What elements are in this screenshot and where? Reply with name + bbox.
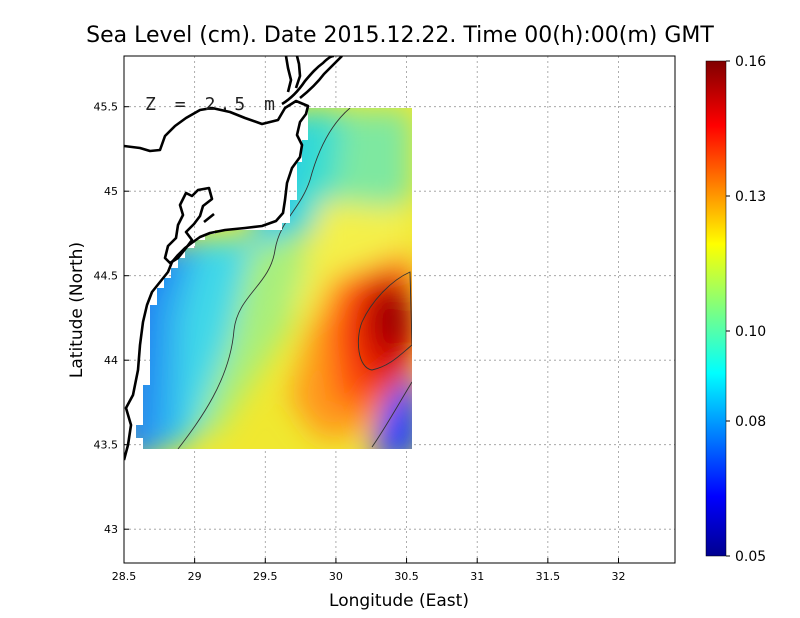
x-tick-label: 29: [188, 570, 202, 583]
y-tick-label: 43.5: [94, 439, 119, 452]
colorbar: [705, 60, 727, 557]
coastline: [124, 56, 343, 461]
x-tick-label: 28.5: [112, 570, 137, 583]
y-tick-label: 45: [104, 185, 118, 198]
colorbar-tick-label: 0.10: [735, 324, 766, 340]
y-tick-label: 45.5: [94, 101, 119, 114]
chart-title: Sea Level (cm). Date 2015.12.22. Time 00…: [86, 23, 714, 48]
x-tick-label: 30.5: [394, 570, 419, 583]
x-tick-label: 31.5: [536, 570, 561, 583]
y-tick-label: 44.5: [94, 270, 119, 283]
x-tick-label: 30: [329, 570, 343, 583]
plot-border: [123, 55, 676, 564]
colorbar-tick-label: 0.05: [735, 549, 766, 565]
y-tick-label: 43: [104, 523, 118, 536]
depth-annotation: Z = 2.5 m: [145, 94, 275, 115]
colorbar-tick-label: 0.08: [735, 414, 766, 430]
colorbar-tick-label: 0.16: [735, 54, 766, 70]
y-axis-label: Latitude (North): [67, 242, 87, 378]
y-tick-label: 44: [104, 354, 118, 367]
y-axis-ticks: 43 43.5 44 44.5 45 45.5: [94, 101, 129, 536]
x-tick-label: 31: [470, 570, 484, 583]
x-axis-label: Longitude (East): [329, 591, 469, 611]
colorbar-tick-label: 0.13: [735, 189, 766, 205]
x-tick-label: 32: [611, 570, 625, 583]
x-axis-ticks: 28.5 29 29.5 30 30.5 31 31.5 32: [112, 558, 625, 583]
x-tick-label: 29.5: [253, 570, 278, 583]
colorbar-ticks: 0.05 0.08 0.10 0.13 0.16: [726, 54, 766, 565]
